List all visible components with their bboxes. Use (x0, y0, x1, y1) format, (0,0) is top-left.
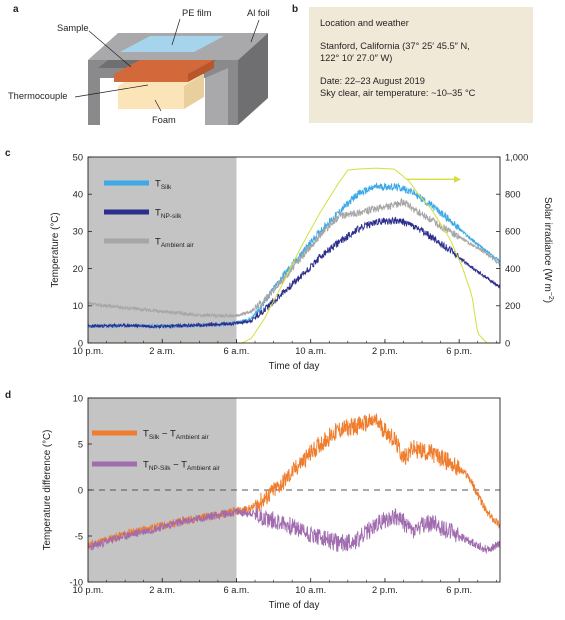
legend-label: TSilk (155, 179, 172, 192)
series-line-np-silk (87, 506, 501, 554)
y-tick-label: 30 (73, 227, 83, 237)
y2-tick-label: 200 (505, 301, 521, 311)
panel-letter-c: c (5, 148, 11, 159)
sample-holder-schematic: PE film Al foil Sample Thermocouple Foam (8, 8, 270, 125)
info-location-line2: 122° 10′ 27.0″ W) (320, 53, 393, 63)
y2-tick-label: 1,000 (505, 152, 528, 162)
foam-block (118, 86, 184, 109)
y-tick-label: 0 (78, 338, 83, 348)
foam-side (184, 74, 204, 109)
y-tick-label: -10 (70, 577, 83, 587)
x-tick-label: 10 p.m. (72, 346, 103, 356)
schematic-leaders (74, 18, 260, 112)
plot-frame (87, 156, 501, 344)
info-location-line1: Stanford, California (37° 25′ 45.5″ N, (320, 41, 470, 51)
legend-label: TAmbient air (155, 237, 195, 250)
series-line-np-silk (87, 216, 501, 330)
sample-label: Sample (57, 23, 89, 33)
x-tick-label: 2 a.m. (149, 585, 175, 595)
y2-axis-label: Solar irradiance (W m−2) (542, 197, 554, 303)
y-tick-label: 5 (78, 439, 83, 449)
thermocouple-leader (74, 84, 149, 98)
panel-letter-b: b (292, 4, 299, 15)
legend-label: TNP-Silk − TAmbient air (143, 460, 221, 473)
al-foil-right-face (238, 33, 268, 125)
pe-film-leader (171, 18, 181, 46)
x-axis-label: Time of day (269, 600, 320, 611)
panel-letter-a: a (13, 4, 19, 15)
y-axis-label: Temperature (°C) (50, 212, 61, 287)
y2-tick-label: 600 (505, 227, 521, 237)
x-tick-label: 2 p.m. (372, 585, 398, 595)
sample-leader (88, 30, 132, 68)
x-tick-label: 6 p.m. (446, 585, 472, 595)
sample-stack (114, 36, 224, 109)
x-axis-label: Time of day (269, 361, 320, 372)
y2-tick-label: 400 (505, 264, 521, 274)
x-tick-label: 6 a.m. (224, 585, 250, 595)
y-tick-label: 10 (73, 393, 83, 403)
panel-letter-d: d (5, 390, 12, 401)
y-tick-label: 20 (73, 264, 83, 274)
al-foil-leader (250, 19, 260, 43)
y-tick-label: -5 (75, 531, 83, 541)
info-date: Date: 22–23 August 2019 (320, 76, 425, 86)
temperature-difference-chart: 10 p.m. 2 a.m. 6 a.m. 10 a.m. 2 p.m. 6 p.m. Ti… (42, 393, 501, 611)
legend-label: TSilk − TAmbient air (143, 429, 209, 442)
y-axis-label: Temperature difference (°C) (42, 430, 53, 551)
pe-film-label: PE film (182, 8, 212, 18)
x-tick-label: 6 a.m. (224, 346, 250, 356)
y2-tick-label: 800 (505, 190, 521, 200)
x-tick-label: 10 p.m. (72, 585, 103, 595)
x-tick-label: 2 a.m. (149, 346, 175, 356)
thermocouple-label: Thermocouple (8, 91, 67, 101)
al-foil-label: Al foil (247, 8, 270, 18)
location-weather-box: Location and weather Stanford, Californi… (309, 7, 533, 123)
x-tick-label: 2 p.m. (372, 346, 398, 356)
sample-front (114, 74, 188, 82)
sample-layer (114, 60, 214, 74)
sample-side (188, 60, 214, 82)
foam-label: Foam (152, 115, 176, 125)
y-tick-label: 0 (78, 485, 83, 495)
y-tick-label: 40 (73, 190, 83, 200)
al-foil-inner-right (205, 68, 228, 125)
temperature-chart: 10 p.m. 2 a.m. 6 a.m. 10 a.m. 2 p.m. 6 p.m. Ti… (50, 152, 554, 372)
foam-leader (154, 99, 162, 112)
y2-tick-label: 0 (505, 338, 510, 348)
series-line-ambient-air (87, 197, 501, 319)
y-tick-label: 10 (73, 301, 83, 311)
info-weather: Sky clear, air temperature: ~10–35 °C (320, 88, 476, 98)
series-line-silk (87, 413, 501, 550)
x-tick-label: 10 a.m. (295, 346, 326, 356)
info-heading: Location and weather (320, 18, 409, 28)
x-tick-label: 6 p.m. (446, 346, 472, 356)
right-axis-arrow-head (454, 175, 462, 183)
legend-label: TNP-silk (155, 208, 182, 221)
x-tick-label: 10 a.m. (295, 585, 326, 595)
y-tick-label: 50 (73, 152, 83, 162)
